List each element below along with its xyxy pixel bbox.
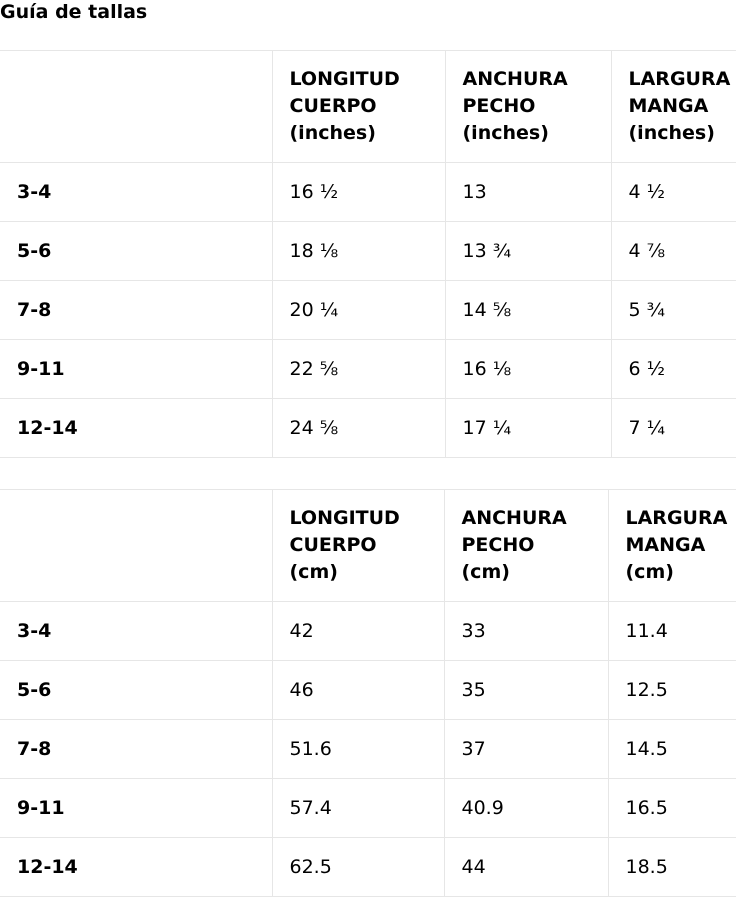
size-cell: 9-11 — [0, 339, 273, 399]
header-line: LARGURA — [625, 507, 728, 529]
header-sleeve-length: LARGURA MANGA (inches) — [610, 50, 736, 163]
sleeve-length-cell: 12.5 — [607, 660, 736, 720]
header-chest-width: ANCHURA PECHO (cm) — [443, 489, 609, 602]
size-table-inches: LONGITUD CUERPO (inches) ANCHURA PECHO (… — [0, 50, 736, 458]
header-line: ANCHURA — [461, 507, 567, 529]
table-header-row: LONGITUD CUERPO (inches) ANCHURA PECHO (… — [0, 50, 736, 163]
body-length-cell: 16 ½ — [271, 162, 446, 222]
body-length-cell: 18 ⅛ — [271, 221, 446, 281]
header-sleeve-length: LARGURA MANGA (cm) — [607, 489, 736, 602]
sleeve-length-cell: 11.4 — [607, 601, 736, 661]
header-line: (cm) — [289, 561, 338, 583]
sleeve-length-cell: 7 ¼ — [610, 398, 736, 458]
header-line: PECHO — [462, 95, 536, 117]
table-row: 12-14 62.5 44 18.5 — [0, 837, 736, 897]
table-row: 3-4 16 ½ 13 4 ½ — [0, 162, 736, 222]
sleeve-length-cell: 6 ½ — [610, 339, 736, 399]
header-body-length: LONGITUD CUERPO (cm) — [271, 489, 445, 602]
size-cell: 3-4 — [0, 601, 273, 661]
header-line: LARGURA — [628, 68, 731, 90]
header-line: (cm) — [461, 561, 510, 583]
table-row: 9-11 57.4 40.9 16.5 — [0, 778, 736, 838]
size-cell: 7-8 — [0, 719, 273, 779]
body-length-cell: 22 ⅝ — [271, 339, 446, 399]
size-cell: 7-8 — [0, 280, 273, 340]
header-chest-width: ANCHURA PECHO (inches) — [444, 50, 612, 163]
chest-width-cell: 35 — [443, 660, 609, 720]
size-cell: 9-11 — [0, 778, 273, 838]
header-line: (cm) — [625, 561, 674, 583]
header-line: MANGA — [625, 534, 706, 556]
body-length-cell: 20 ¼ — [271, 280, 446, 340]
sleeve-length-cell: 4 ⅞ — [610, 221, 736, 281]
chest-width-cell: 16 ⅛ — [444, 339, 612, 399]
header-line: PECHO — [461, 534, 535, 556]
body-length-cell: 62.5 — [271, 837, 445, 897]
header-line: (inches) — [289, 122, 376, 144]
header-line: MANGA — [628, 95, 709, 117]
chest-width-cell: 17 ¼ — [444, 398, 612, 458]
sleeve-length-cell: 5 ¾ — [610, 280, 736, 340]
sleeve-length-cell: 16.5 — [607, 778, 736, 838]
header-size-cell — [0, 489, 273, 602]
header-line: LONGITUD — [289, 507, 400, 529]
header-line: ANCHURA — [462, 68, 568, 90]
header-size-cell — [0, 50, 273, 163]
body-length-cell: 46 — [271, 660, 445, 720]
sleeve-length-cell: 18.5 — [607, 837, 736, 897]
header-line: (inches) — [628, 122, 715, 144]
header-line: CUERPO — [289, 95, 377, 117]
sleeve-length-cell: 4 ½ — [610, 162, 736, 222]
table-row: 7-8 51.6 37 14.5 — [0, 719, 736, 779]
chest-width-cell: 33 — [443, 601, 609, 661]
page-title: Guía de tallas — [0, 1, 148, 23]
body-length-cell: 24 ⅝ — [271, 398, 446, 458]
table-row: 5-6 18 ⅛ 13 ¾ 4 ⅞ — [0, 221, 736, 281]
sleeve-length-cell: 14.5 — [607, 719, 736, 779]
table-header-row: LONGITUD CUERPO (cm) ANCHURA PECHO (cm) … — [0, 489, 736, 602]
header-line: LONGITUD — [289, 68, 400, 90]
chest-width-cell: 13 ¾ — [444, 221, 612, 281]
size-table-cm: LONGITUD CUERPO (cm) ANCHURA PECHO (cm) … — [0, 489, 736, 897]
table-row: 9-11 22 ⅝ 16 ⅛ 6 ½ — [0, 339, 736, 399]
table-row: 3-4 42 33 11.4 — [0, 601, 736, 661]
chest-width-cell: 37 — [443, 719, 609, 779]
size-cell: 3-4 — [0, 162, 273, 222]
body-length-cell: 57.4 — [271, 778, 445, 838]
chest-width-cell: 40.9 — [443, 778, 609, 838]
table-row: 7-8 20 ¼ 14 ⅝ 5 ¾ — [0, 280, 736, 340]
size-cell: 12-14 — [0, 398, 273, 458]
size-cell: 12-14 — [0, 837, 273, 897]
size-cell: 5-6 — [0, 660, 273, 720]
chest-width-cell: 44 — [443, 837, 609, 897]
table-row: 12-14 24 ⅝ 17 ¼ 7 ¼ — [0, 398, 736, 458]
chest-width-cell: 14 ⅝ — [444, 280, 612, 340]
header-line: (inches) — [462, 122, 549, 144]
table-row: 5-6 46 35 12.5 — [0, 660, 736, 720]
body-length-cell: 51.6 — [271, 719, 445, 779]
body-length-cell: 42 — [271, 601, 445, 661]
chest-width-cell: 13 — [444, 162, 612, 222]
header-body-length: LONGITUD CUERPO (inches) — [271, 50, 446, 163]
size-cell: 5-6 — [0, 221, 273, 281]
header-line: CUERPO — [289, 534, 377, 556]
